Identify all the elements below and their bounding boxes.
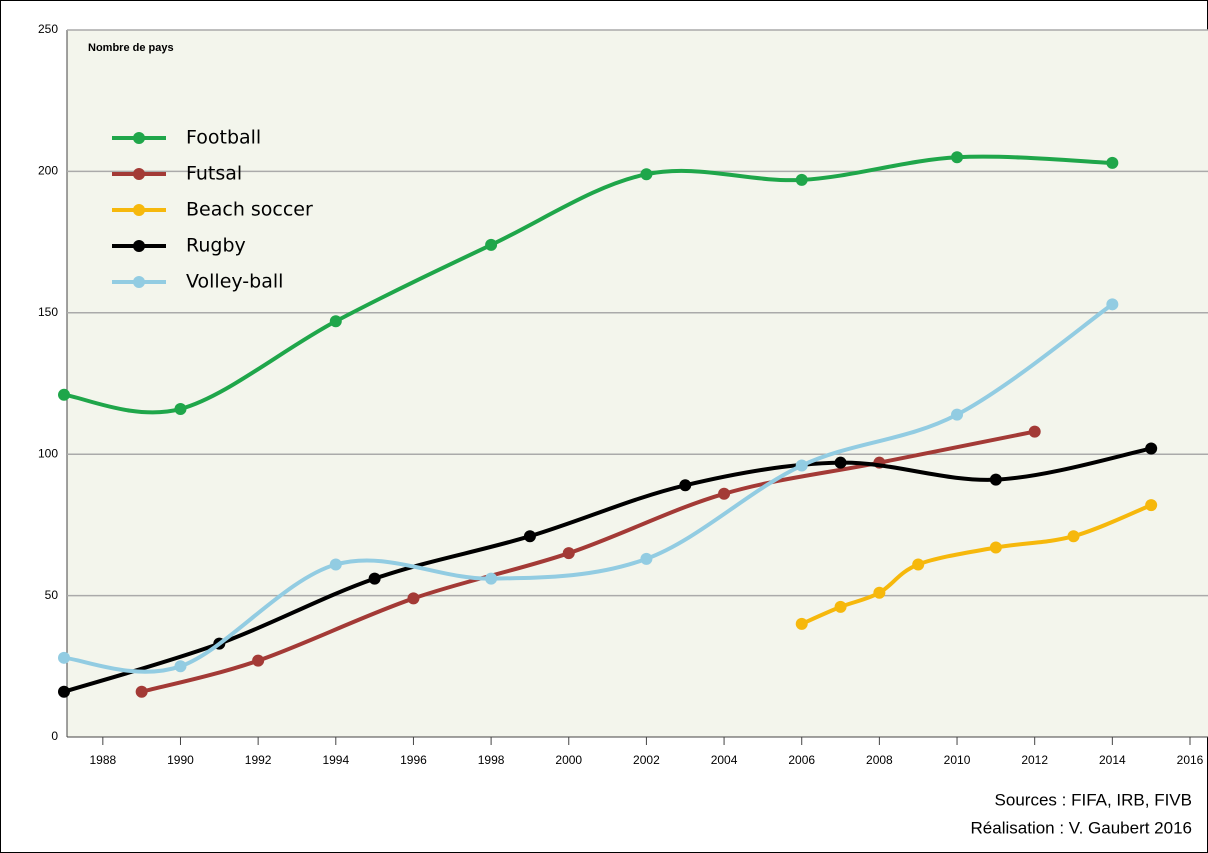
x-tick-label: 1992: [245, 753, 272, 767]
x-tick-label: 2008: [866, 753, 893, 767]
legend-label: Rugby: [186, 235, 246, 257]
data-point: [485, 238, 498, 251]
data-point: [834, 456, 847, 469]
series-line: [63, 302, 1114, 674]
data-point: [58, 388, 70, 401]
credit: Réalisation : V. Gaubert 2016: [971, 818, 1192, 837]
x-tick-label: 2004: [711, 753, 738, 767]
data-point: [640, 168, 653, 181]
data-point: [135, 685, 148, 698]
y-tick-label: 50: [45, 588, 59, 602]
data-point: [523, 530, 536, 543]
y-axis-label: Nombre de pays: [88, 42, 174, 54]
data-point: [989, 473, 1002, 486]
data-point: [873, 586, 886, 599]
legend-marker: [133, 204, 145, 216]
x-tick-label: 2010: [944, 753, 971, 767]
x-tick-label: 2002: [633, 753, 660, 767]
x-tick-label: 1994: [322, 753, 349, 767]
data-point: [58, 685, 70, 698]
x-tick-label: 2012: [1021, 753, 1048, 767]
plot-area: [67, 30, 1208, 737]
x-tick-label: 1988: [89, 753, 116, 767]
y-tick-label: 200: [38, 164, 58, 178]
source: Sources : FIFA, IRB, FIVB: [995, 790, 1192, 809]
data-point: [989, 541, 1002, 554]
data-point: [912, 558, 925, 571]
legend-label: Futsal: [186, 163, 242, 185]
legend-marker: [133, 240, 145, 252]
data-point: [1067, 530, 1080, 543]
data-point: [834, 600, 847, 613]
data-point: [1145, 499, 1158, 512]
data-point: [718, 487, 731, 500]
data-point: [1028, 425, 1041, 438]
data-point: [795, 459, 808, 472]
data-point: [485, 572, 498, 585]
x-tick-label: 2016: [1177, 753, 1204, 767]
y-tick-label: 150: [38, 305, 58, 319]
legend-marker: [133, 168, 145, 180]
data-point: [174, 402, 187, 415]
y-tick-label: 0: [51, 729, 58, 743]
x-tick-label: 1990: [167, 753, 194, 767]
data-point: [951, 151, 964, 164]
x-tick-label: 2000: [555, 753, 582, 767]
y-tick-label: 250: [38, 22, 58, 36]
data-point: [1106, 298, 1119, 311]
data-point: [252, 654, 265, 667]
data-point: [407, 592, 420, 605]
data-point: [640, 552, 653, 565]
x-tick-label: 2006: [788, 753, 815, 767]
data-point: [58, 651, 70, 664]
data-point: [562, 547, 575, 560]
legend-label: Beach soccer: [186, 199, 313, 221]
x-tick-label: 1998: [478, 753, 505, 767]
y-tick-label: 100: [38, 446, 58, 460]
legend-marker: [133, 132, 145, 144]
data-point: [329, 558, 342, 571]
series-line: [63, 154, 1113, 415]
series-line: [63, 446, 1152, 694]
legend-marker: [133, 276, 145, 288]
data-point: [795, 617, 808, 630]
data-point: [951, 408, 964, 421]
data-point: [1106, 156, 1119, 169]
x-tick-label: 1996: [400, 753, 427, 767]
data-point: [795, 173, 808, 186]
legend-label: Football: [186, 127, 261, 149]
legend-label: Volley-ball: [186, 271, 283, 293]
data-point: [329, 315, 342, 328]
x-tick-label: 2014: [1099, 753, 1126, 767]
data-point: [174, 660, 187, 673]
data-point: [1145, 442, 1158, 455]
data-point: [368, 572, 381, 585]
data-point: [679, 479, 692, 492]
